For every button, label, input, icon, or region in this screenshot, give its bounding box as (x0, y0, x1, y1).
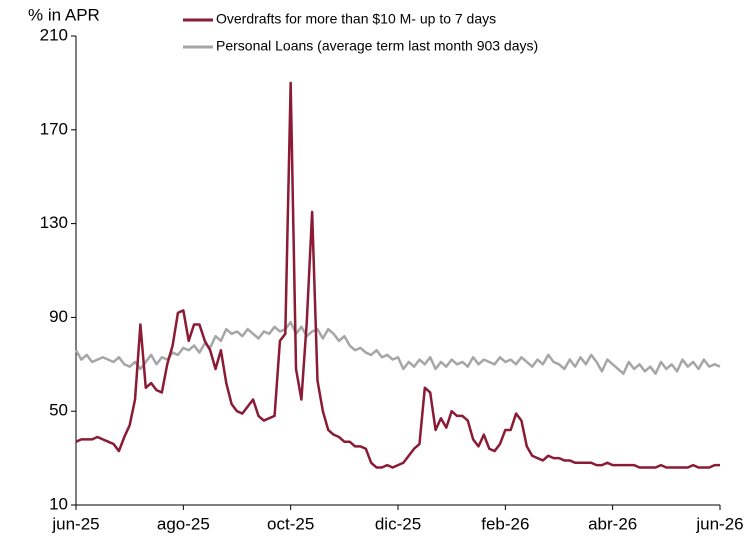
series-line (75, 81, 720, 469)
x-tick-label: dic-25 (375, 514, 421, 533)
y-axis-label: % in APR (28, 5, 100, 24)
y-tick-label: 170 (40, 119, 68, 138)
y-tick-label: 50 (49, 401, 68, 420)
y-tick-label: 90 (49, 307, 68, 326)
x-tick-label: feb-26 (481, 514, 529, 533)
series-line (74, 320, 721, 375)
x-tick-label: ago-25 (157, 514, 210, 533)
legend-label: Overdrafts for more than $10 M- up to 7 … (216, 11, 496, 27)
x-tick-label: jun-26 (695, 514, 743, 533)
legend-label: Personal Loans (average term last month … (216, 38, 538, 54)
y-tick-label: 130 (40, 213, 68, 232)
y-tick-label: 210 (40, 25, 68, 44)
x-tick-label: jun-25 (51, 514, 99, 533)
y-tick-label: 10 (49, 494, 68, 513)
x-tick-label: oct-25 (267, 514, 314, 533)
x-tick-label: abr-26 (588, 514, 637, 533)
